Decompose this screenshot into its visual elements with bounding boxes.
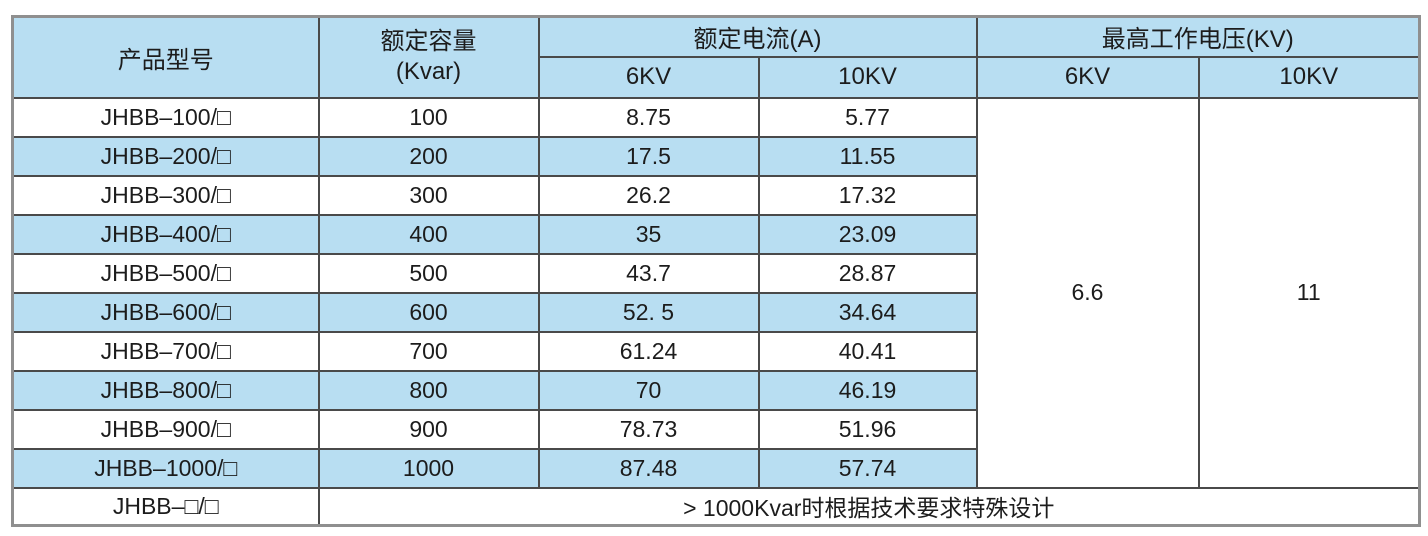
table-row: JHBB–600/□ 600 52. 5 34.64 [11,291,1420,333]
current-10kv-cell: 34.64 [757,291,978,333]
current-6kv-cell: 43.7 [537,252,760,294]
current-10kv-cell: 57.74 [757,447,978,489]
model-cell: JHBB–800/□ [11,369,320,411]
model-cell: JHBB–300/□ [11,174,320,216]
table-row: JHBB–700/□ 700 61.24 40.41 [11,330,1420,372]
current-6kv-cell: 8.75 [537,96,760,138]
table-row: JHBB–900/□ 900 78.73 51.96 [11,408,1420,450]
table-row: JHBB–400/□ 400 35 23.09 [11,213,1420,255]
current-6kv-cell: 26.2 [537,174,760,216]
rated-capacity-header: 额定容量 (Kvar) [317,15,540,99]
current-6kv-subheader: 6KV [537,55,760,99]
model-cell: JHBB–600/□ [11,291,320,333]
table-row: JHBB–300/□ 300 26.2 17.32 [11,174,1420,216]
capacity-cell: 100 [317,96,540,138]
current-6kv-cell: 52. 5 [537,291,760,333]
model-cell: JHBB–1000/□ [11,447,320,489]
table-row: JHBB–1000/□ 1000 87.48 57.74 [11,447,1420,489]
special-row: JHBB–□/□ > 1000Kvar时根据技术要求特殊设计 [11,486,1421,527]
current-10kv-cell: 23.09 [757,213,978,255]
current-10kv-cell: 5.77 [757,96,978,138]
model-cell: JHBB–100/□ [11,96,320,138]
rated-capacity-header-line1: 额定容量 [380,28,477,56]
voltage-10kv-merged-cell: 11 [1197,96,1421,489]
spec-table-container: 产品型号 额定容量 (Kvar) 额定电流(A) 最高工作电压(KV) 6KV … [11,15,1421,527]
spec-table: 产品型号 额定容量 (Kvar) 额定电流(A) 最高工作电压(KV) 6KV … [11,15,1421,527]
capacity-cell: 700 [317,330,540,372]
current-6kv-cell: 70 [537,369,760,411]
capacity-cell: 400 [317,213,540,255]
current-6kv-cell: 78.73 [537,408,760,450]
model-cell: JHBB–500/□ [11,252,320,294]
header-row-1: 产品型号 额定容量 (Kvar) 额定电流(A) 最高工作电压(KV) [11,15,1421,99]
table-row: JHBB–500/□ 500 43.7 28.87 [11,252,1420,294]
current-6kv-cell: 35 [537,213,760,255]
model-cell: JHBB–700/□ [11,330,320,372]
current-6kv-cell: 61.24 [537,330,760,372]
capacity-cell: 800 [317,369,540,411]
product-model-header: 产品型号 [11,15,320,99]
current-10kv-cell: 40.41 [757,330,978,372]
table-row: JHBB–800/□ 800 70 46.19 [11,369,1420,411]
capacity-cell: 200 [317,135,540,177]
voltage-6kv-subheader: 6KV [975,55,1200,99]
current-10kv-cell: 11.55 [757,135,978,177]
capacity-cell: 300 [317,174,540,216]
capacity-cell: 500 [317,252,540,294]
rated-capacity-header-line2: (Kvar) [395,58,462,86]
header-row-2: 6KV 10KV 6KV 10KV [13,55,1421,99]
voltage-6kv-merged-cell: 6.6 [975,96,1200,489]
capacity-cell: 1000 [317,447,540,489]
model-cell: JHBB–400/□ [11,213,320,255]
current-10kv-cell: 28.87 [757,252,978,294]
max-voltage-header: 最高工作电压(KV) [975,15,1421,58]
current-6kv-cell: 87.48 [537,447,760,489]
special-model-cell: JHBB–□/□ [11,486,320,527]
current-10kv-subheader: 10KV [757,55,978,99]
current-10kv-cell: 17.32 [757,174,978,216]
current-10kv-cell: 51.96 [757,408,978,450]
capacity-cell: 600 [317,291,540,333]
table-row: JHBB–100/□ 100 8.75 5.77 6.6 11 [11,96,1421,489]
current-6kv-cell: 17.5 [537,135,760,177]
special-note-cell: > 1000Kvar时根据技术要求特殊设计 [317,486,1421,527]
voltage-10kv-subheader: 10KV [1197,55,1421,99]
current-10kv-cell: 46.19 [757,369,978,411]
model-cell: JHBB–900/□ [11,408,320,450]
rated-current-header: 额定电流(A) [537,15,978,58]
table-row: JHBB–200/□ 200 17.5 11.55 [11,135,1420,177]
model-cell: JHBB–200/□ [11,135,320,177]
capacity-cell: 900 [317,408,540,450]
